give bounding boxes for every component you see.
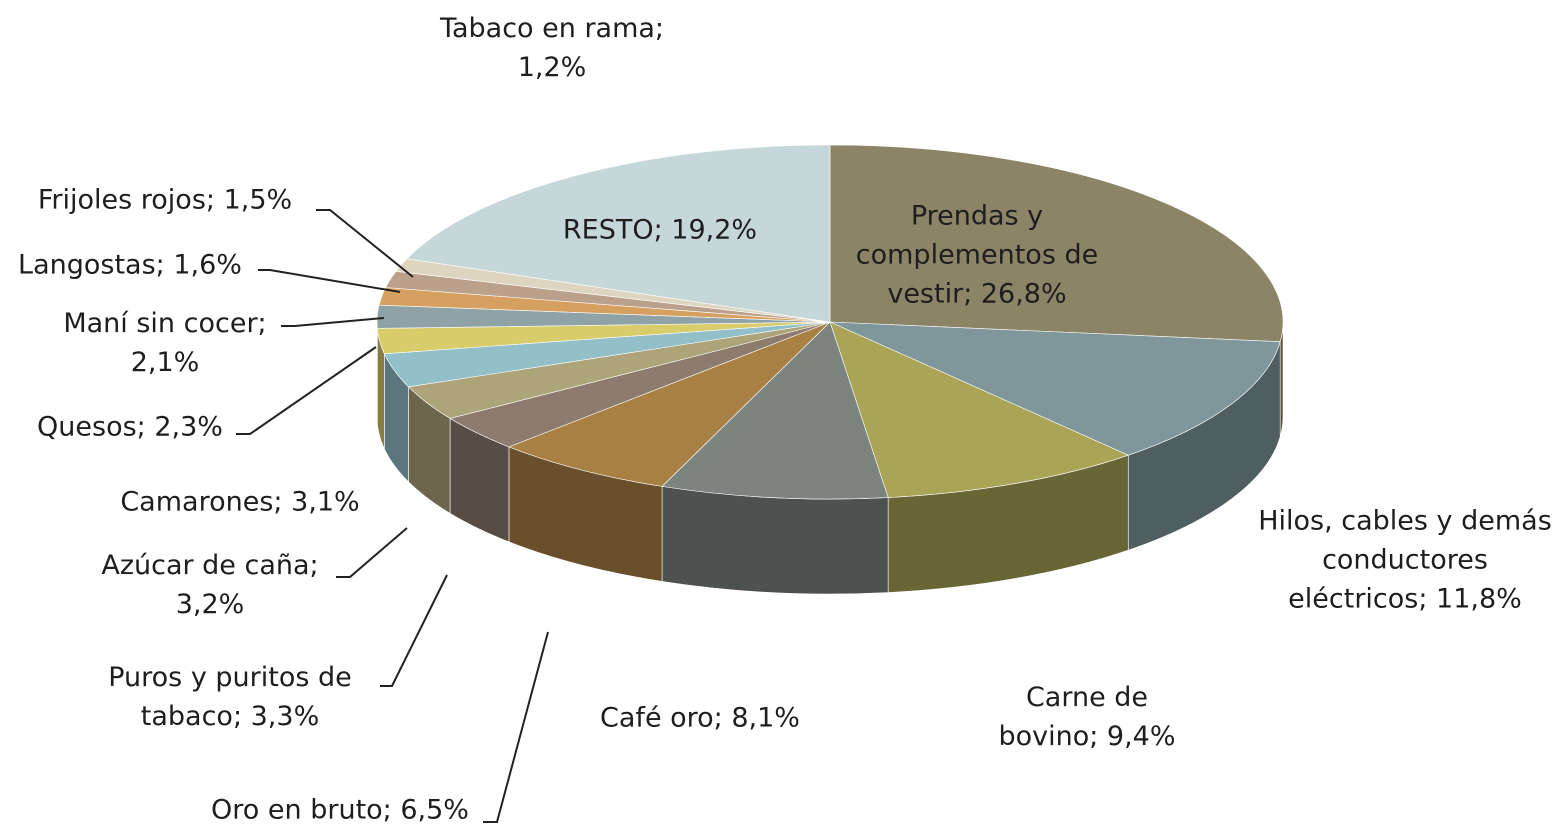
- slice: [829, 144, 1284, 342]
- slice-label: Azúcar de caña; 3,2%: [101, 549, 319, 620]
- slice-side: [661, 486, 889, 595]
- leader-line: [483, 631, 549, 823]
- slice-label: Café oro; 8,1%: [600, 702, 800, 734]
- slice-label: RESTO; 19,2%: [562, 214, 758, 246]
- slice-label: Langostas; 1,6%: [18, 249, 242, 281]
- slice: [829, 321, 1281, 456]
- slice-label: Oro en bruto; 6,5%: [211, 794, 469, 826]
- slice-label: Carne de bovino; 9,4%: [998, 681, 1176, 752]
- leader-lines: [236, 209, 549, 823]
- slice-label: Tabaco en rama; 1,2%: [439, 12, 665, 83]
- slice: [661, 321, 889, 500]
- leader-line: [380, 574, 448, 687]
- leader-line: [236, 346, 377, 435]
- slice-label: Hilos, cables y demás conductores eléctr…: [1258, 505, 1552, 615]
- slice-label: Quesos; 2,3%: [37, 411, 223, 443]
- pie: [376, 144, 1284, 595]
- slice: [406, 144, 831, 323]
- slice-label: Camarones; 3,1%: [120, 486, 360, 518]
- slice: [508, 321, 831, 487]
- leader-line: [281, 317, 385, 327]
- slice-label: Maní sin cocer; 2,1%: [63, 307, 267, 378]
- leader-line: [316, 209, 414, 278]
- leader-line: [258, 269, 401, 293]
- leader-line: [336, 527, 408, 578]
- slice: [829, 321, 1130, 498]
- slice-label: Frijoles rojos; 1,5%: [37, 184, 293, 216]
- slice-label: Prendas y complementos de vestir; 26,8%: [855, 200, 1099, 310]
- slice-label: Puros y puritos de tabaco; 3,3%: [108, 661, 352, 732]
